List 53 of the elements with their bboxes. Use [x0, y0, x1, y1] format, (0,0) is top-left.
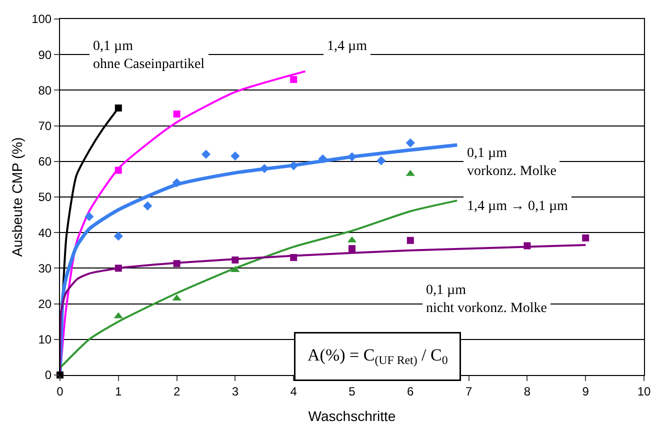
annotation: A(%) = C$_{(UF Ret)}$ / C$_{0}$: [308, 346, 448, 368]
y-axis-title: Ausbeute CMP (%): [9, 137, 25, 257]
annotation: 0,1 µm nicht vorkonz. Molke: [426, 283, 547, 316]
point: [232, 256, 239, 264]
y-tick-label: 90: [38, 48, 52, 62]
y-tick-label: 40: [38, 226, 52, 240]
x-tick-label: 1: [115, 384, 122, 398]
point: [376, 156, 386, 166]
x-tick-label: 10: [637, 384, 651, 398]
point: [290, 76, 298, 84]
x-tick-label: 2: [173, 384, 180, 398]
annotation: 1,4 µm: [327, 39, 368, 54]
point: [143, 201, 152, 210]
x-tick-label: 4: [290, 384, 298, 398]
point: [172, 178, 182, 188]
point: [173, 260, 180, 268]
point: [347, 152, 357, 162]
point: [114, 104, 122, 112]
y-tick-label: 10: [38, 332, 52, 347]
point: [201, 150, 211, 159]
y-tick-label: 70: [38, 119, 52, 133]
point: [173, 110, 180, 118]
x-axis-title: Waschschritte: [308, 408, 396, 424]
x-tick-label: 6: [407, 384, 414, 398]
point: [114, 232, 123, 241]
x-tick-label: 8: [524, 384, 531, 398]
point: [230, 152, 240, 161]
x-tick-label: 7: [465, 384, 472, 398]
y-tick-label: 30: [38, 261, 52, 276]
x-tick-label: 5: [348, 384, 356, 398]
annotation: 0,1 µm vorkonz. Molke: [467, 146, 556, 180]
y-tick-label: 100: [32, 12, 52, 26]
point: [260, 164, 269, 174]
y-tick-label: 0: [44, 368, 52, 382]
y-tick-label: 50: [38, 190, 52, 204]
y-tick-label: 60: [38, 154, 52, 169]
annotation: 1,4 µm → 0,1 µm: [467, 199, 568, 214]
point: [84, 212, 94, 222]
point: [582, 234, 590, 242]
point: [406, 138, 415, 148]
point: [290, 254, 298, 262]
point: [318, 154, 328, 164]
x-tick-label: 9: [582, 384, 590, 398]
y-tick-label: 20: [38, 297, 52, 311]
point: [406, 236, 414, 244]
x-tick-label: 0: [56, 384, 64, 398]
x-tick-label: 3: [232, 384, 239, 398]
point: [348, 245, 356, 252]
annotation: 0,1 µm ohne Caseinpartikel: [93, 39, 205, 72]
point: [114, 166, 122, 174]
point: [524, 242, 531, 250]
y-tick-label: 80: [38, 83, 52, 98]
point: [114, 264, 122, 272]
